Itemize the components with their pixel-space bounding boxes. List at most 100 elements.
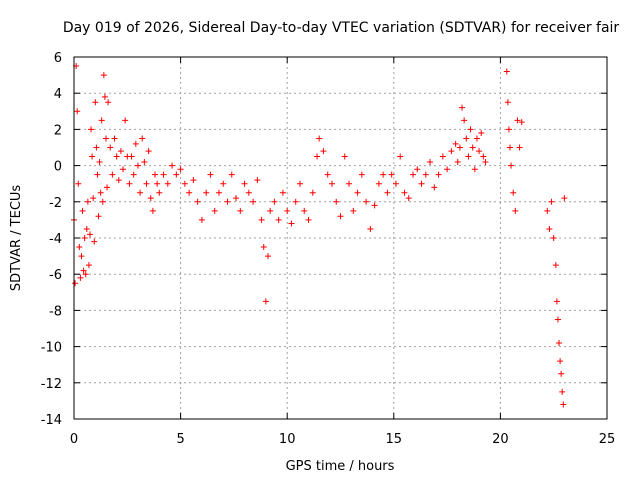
data-point bbox=[89, 153, 96, 160]
data-point bbox=[181, 180, 188, 187]
data-point bbox=[469, 144, 476, 151]
data-point bbox=[215, 189, 222, 196]
data-point bbox=[465, 153, 472, 160]
x-tick-label: 20 bbox=[492, 432, 509, 447]
data-point bbox=[254, 177, 261, 184]
data-point bbox=[100, 72, 107, 79]
data-point bbox=[476, 148, 483, 155]
data-point bbox=[97, 189, 104, 196]
data-point bbox=[559, 388, 566, 395]
data-point bbox=[88, 126, 95, 133]
data-point bbox=[305, 216, 312, 223]
data-point bbox=[93, 144, 100, 151]
data-point bbox=[548, 198, 555, 205]
data-point bbox=[250, 198, 257, 205]
data-point bbox=[190, 177, 197, 184]
data-point bbox=[207, 171, 214, 178]
data-point bbox=[258, 216, 265, 223]
data-point bbox=[137, 189, 144, 196]
data-point bbox=[83, 225, 90, 232]
data-point bbox=[514, 117, 521, 124]
data-point bbox=[75, 180, 82, 187]
data-point bbox=[109, 171, 116, 178]
data-point bbox=[169, 162, 176, 169]
data-point bbox=[102, 135, 109, 142]
data-point bbox=[508, 162, 515, 169]
data-point bbox=[439, 153, 446, 160]
y-tick-label: -8 bbox=[49, 304, 62, 319]
data-point bbox=[431, 184, 438, 191]
data-point bbox=[518, 119, 525, 126]
data-point bbox=[463, 135, 470, 142]
data-point bbox=[397, 153, 404, 160]
data-point bbox=[79, 207, 86, 214]
data-point bbox=[392, 180, 399, 187]
data-point bbox=[130, 171, 137, 178]
plot-frame bbox=[73, 56, 608, 420]
data-point bbox=[435, 171, 442, 178]
data-point bbox=[99, 198, 106, 205]
data-point bbox=[375, 180, 382, 187]
y-tick-label: -2 bbox=[49, 196, 62, 211]
data-point bbox=[550, 235, 557, 241]
data-point bbox=[85, 262, 92, 269]
data-point bbox=[560, 401, 567, 408]
data-point bbox=[418, 180, 425, 187]
data-point bbox=[341, 153, 348, 160]
data-point bbox=[422, 171, 429, 178]
data-point bbox=[314, 153, 321, 160]
data-point bbox=[94, 171, 101, 178]
data-point bbox=[388, 171, 395, 178]
data-point bbox=[467, 126, 474, 133]
y-tick-label: -14 bbox=[41, 413, 62, 428]
data-point bbox=[405, 195, 412, 202]
data-point bbox=[516, 144, 523, 151]
data-point bbox=[284, 207, 291, 214]
y-tick-label: -4 bbox=[49, 232, 62, 247]
data-point bbox=[279, 189, 286, 196]
data-point bbox=[333, 198, 340, 205]
data-point bbox=[260, 244, 267, 251]
data-point bbox=[461, 117, 468, 124]
data-point bbox=[288, 220, 295, 227]
data-point bbox=[81, 235, 88, 241]
y-tick-label: -10 bbox=[41, 341, 62, 356]
data-point bbox=[558, 370, 565, 377]
data-points bbox=[71, 63, 568, 408]
data-point bbox=[98, 117, 105, 124]
data-point bbox=[354, 189, 361, 196]
data-point bbox=[557, 358, 564, 365]
x-axis-ticks: 0 5 10 15 20 25 bbox=[70, 57, 615, 447]
y-axis-ticks: 6 4 2 0 -2 -4 -6 -8 -10 -12 -14 bbox=[41, 51, 607, 428]
data-point bbox=[92, 99, 99, 106]
data-point bbox=[478, 130, 485, 137]
data-point bbox=[147, 195, 154, 202]
data-point bbox=[448, 148, 455, 155]
data-point bbox=[233, 195, 240, 202]
y-tick-label: 2 bbox=[54, 123, 62, 138]
data-point bbox=[358, 171, 365, 178]
data-point bbox=[301, 207, 308, 214]
data-point bbox=[552, 262, 559, 269]
data-point bbox=[74, 108, 81, 115]
y-tick-label: -6 bbox=[49, 268, 62, 283]
data-point bbox=[90, 195, 97, 202]
data-point bbox=[152, 171, 159, 178]
data-point bbox=[346, 180, 353, 187]
y-tick-label: 6 bbox=[54, 51, 62, 66]
data-point bbox=[117, 148, 124, 155]
x-tick-label: 10 bbox=[279, 432, 296, 447]
data-point bbox=[95, 213, 102, 220]
data-point bbox=[401, 189, 408, 196]
data-point bbox=[104, 184, 111, 191]
data-point bbox=[156, 189, 163, 196]
data-point bbox=[141, 158, 148, 165]
data-point bbox=[177, 166, 184, 173]
data-point bbox=[473, 135, 480, 142]
data-point bbox=[91, 238, 98, 245]
data-point bbox=[328, 180, 335, 187]
x-tick-label: 25 bbox=[599, 432, 616, 447]
data-point bbox=[452, 140, 459, 147]
data-point bbox=[160, 171, 167, 178]
